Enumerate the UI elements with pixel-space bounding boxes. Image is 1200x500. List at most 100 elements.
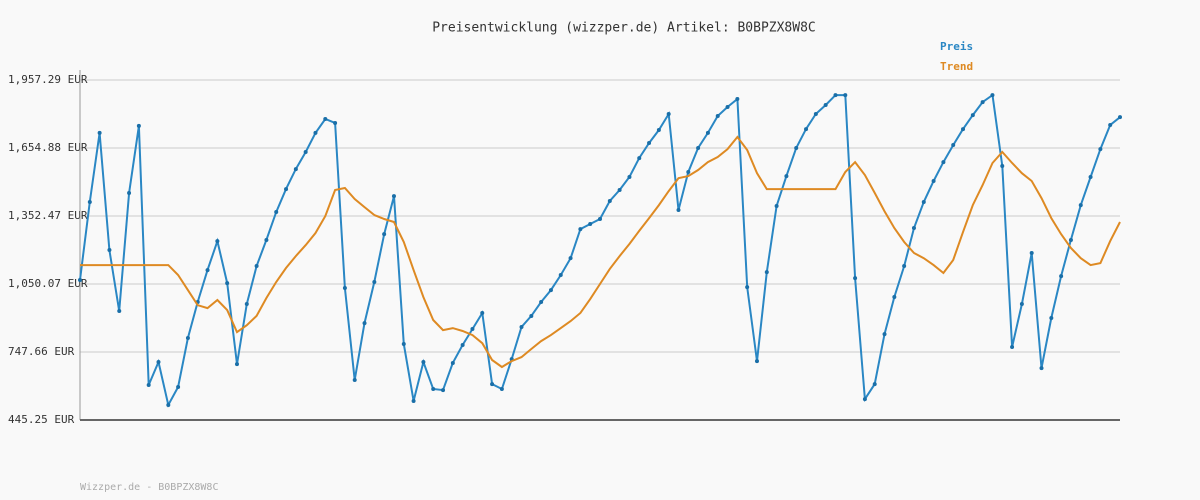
point bbox=[1029, 250, 1034, 255]
point bbox=[931, 179, 936, 184]
point bbox=[617, 188, 622, 193]
point bbox=[1019, 302, 1024, 307]
point bbox=[421, 360, 426, 365]
point bbox=[647, 141, 652, 146]
point bbox=[990, 93, 995, 98]
point bbox=[833, 93, 838, 98]
point bbox=[146, 382, 151, 387]
point bbox=[499, 387, 504, 392]
point bbox=[902, 264, 907, 269]
point bbox=[78, 277, 82, 282]
y-tick-label: 445.25 EUR bbox=[8, 413, 75, 426]
point bbox=[892, 295, 897, 300]
point bbox=[882, 332, 887, 337]
point bbox=[156, 360, 161, 365]
point bbox=[323, 116, 328, 121]
point bbox=[490, 382, 495, 387]
point bbox=[774, 203, 779, 208]
point bbox=[911, 226, 916, 231]
point bbox=[519, 324, 524, 329]
point bbox=[539, 300, 544, 305]
point bbox=[264, 237, 269, 242]
point bbox=[558, 273, 563, 278]
point bbox=[1000, 163, 1005, 168]
point bbox=[401, 342, 406, 347]
point bbox=[598, 217, 602, 222]
point bbox=[666, 112, 671, 117]
point bbox=[961, 127, 966, 132]
point bbox=[607, 199, 612, 204]
point bbox=[696, 145, 701, 150]
point bbox=[627, 174, 632, 179]
point bbox=[127, 190, 132, 195]
point bbox=[1010, 344, 1015, 349]
point bbox=[1088, 174, 1093, 179]
point bbox=[862, 397, 867, 402]
y-tick-label: 1,050.07 EUR bbox=[8, 277, 88, 290]
point bbox=[1068, 237, 1073, 242]
point bbox=[185, 335, 190, 340]
point bbox=[921, 199, 926, 204]
point bbox=[754, 359, 759, 364]
point bbox=[1059, 274, 1064, 279]
point bbox=[205, 268, 210, 273]
point bbox=[411, 398, 416, 403]
point bbox=[450, 360, 455, 365]
point bbox=[470, 326, 475, 331]
point bbox=[234, 362, 239, 367]
point bbox=[676, 208, 681, 213]
point bbox=[372, 279, 377, 284]
point bbox=[382, 232, 387, 237]
point bbox=[764, 270, 769, 275]
point bbox=[441, 388, 446, 393]
series-line bbox=[80, 135, 1121, 369]
point bbox=[588, 221, 593, 226]
point bbox=[1108, 123, 1113, 128]
point bbox=[1118, 115, 1122, 120]
legend-label: Preis bbox=[940, 40, 973, 53]
point bbox=[843, 93, 848, 98]
point bbox=[578, 227, 583, 232]
point bbox=[853, 276, 858, 281]
point bbox=[1049, 315, 1054, 320]
footer: Wizzper.de - B0BPZX8W8C bbox=[80, 482, 218, 493]
point bbox=[460, 342, 465, 347]
point bbox=[804, 127, 809, 132]
point bbox=[362, 321, 367, 326]
y-tick-label: 1,654.88 EUR bbox=[8, 141, 88, 154]
point bbox=[87, 199, 92, 204]
point bbox=[941, 160, 946, 165]
point bbox=[970, 113, 975, 118]
point bbox=[274, 210, 279, 215]
point bbox=[333, 121, 338, 126]
point bbox=[97, 130, 102, 135]
point bbox=[872, 382, 877, 387]
point bbox=[686, 170, 691, 175]
point bbox=[725, 105, 730, 110]
chart-title: Preisentwicklung (wizzper.de) Artikel: B… bbox=[432, 21, 816, 36]
point bbox=[176, 385, 181, 390]
point bbox=[244, 302, 249, 307]
y-tick-label: 1,957.29 EUR bbox=[8, 73, 88, 86]
point bbox=[813, 112, 818, 117]
point bbox=[391, 194, 396, 199]
point bbox=[656, 127, 661, 132]
point bbox=[480, 311, 485, 316]
point bbox=[980, 100, 985, 105]
point bbox=[529, 313, 534, 318]
point bbox=[431, 387, 436, 392]
point bbox=[342, 286, 347, 291]
point bbox=[1039, 366, 1044, 371]
point bbox=[107, 248, 112, 253]
series-line bbox=[79, 93, 1121, 408]
point bbox=[1098, 147, 1103, 152]
point bbox=[166, 402, 171, 407]
point bbox=[637, 156, 642, 161]
point bbox=[823, 103, 828, 108]
point bbox=[745, 285, 750, 290]
y-tick-label: 1,352.47 EUR bbox=[8, 209, 88, 222]
point bbox=[352, 378, 357, 383]
point bbox=[705, 130, 710, 135]
point bbox=[794, 145, 799, 150]
